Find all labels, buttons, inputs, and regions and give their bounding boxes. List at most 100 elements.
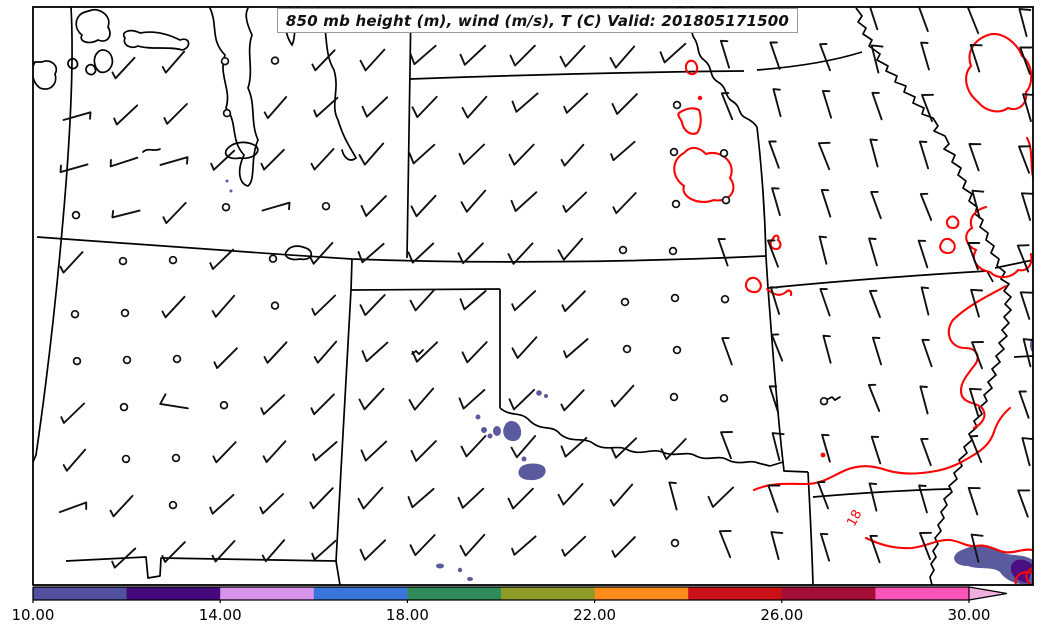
colorbar-tick-label: 14.00 (199, 606, 242, 624)
wind-barb (359, 294, 386, 317)
wind-barb (562, 191, 588, 213)
height-contour-blob-nw (75, 8, 111, 44)
filled-contour-region (487, 433, 493, 439)
calm-wind-circle (669, 392, 679, 402)
wind-barb (262, 440, 287, 463)
wind-barb (1017, 489, 1031, 518)
map-frame (32, 6, 1034, 586)
height-contour-branch (317, 7, 358, 161)
map-layers: 18 (33, 7, 1033, 585)
wind-barb (407, 487, 435, 509)
colorbar-tick-label: 30.00 (948, 606, 991, 624)
wind-barb (919, 531, 932, 561)
wind-barb (458, 143, 486, 165)
wind-barb (461, 95, 488, 119)
red-river-border (499, 407, 771, 467)
wind-barb (966, 7, 980, 35)
wind-barb (459, 290, 487, 311)
calm-wind-circle (268, 254, 278, 263)
wind-barb (1018, 8, 1032, 38)
wind-barb (411, 95, 438, 119)
wind-barb (408, 143, 436, 165)
filled-contour-region (457, 567, 463, 573)
wind-barb (919, 192, 933, 221)
ok-panhandle-south-border (350, 288, 501, 291)
wind-barb (918, 484, 928, 514)
wind-barb (458, 388, 486, 410)
contour-label-18: 18 (844, 508, 865, 530)
wind-barb (460, 189, 487, 213)
mississippi-river-border (855, 7, 1012, 585)
wind-barb (411, 341, 439, 363)
missouri-river-border (690, 7, 758, 128)
tiny-scribble-panhandle (411, 349, 424, 356)
west-border (33, 7, 73, 463)
colorbar-segment (875, 587, 970, 600)
wind-barb (609, 483, 634, 507)
wind-barb (868, 237, 878, 267)
calm-wind-circle (721, 195, 731, 205)
temp-contour-small-o (744, 276, 762, 294)
wind-barb (1019, 46, 1033, 75)
wind-barb (511, 92, 539, 113)
wind-barb (870, 190, 882, 220)
colorbar-outline (32, 586, 969, 601)
wind-barb (260, 148, 285, 171)
wind-barb (510, 191, 538, 212)
wind-barb (359, 539, 387, 561)
calm-wind-circle (670, 538, 680, 548)
wind-barb (817, 141, 831, 171)
wind-barb (410, 440, 437, 462)
wind-barb (311, 294, 337, 316)
calm-wind-circle (671, 199, 681, 209)
wind-barb (360, 440, 388, 462)
height-contour-caterpillar (122, 29, 190, 51)
colorbar-segment (501, 587, 596, 600)
colorbar-tick-label: 26.00 (760, 606, 803, 624)
wind-barb (871, 336, 883, 366)
colorbar-segment (220, 587, 315, 600)
calm-wind-circle (719, 148, 729, 158)
wind-barb (967, 486, 981, 516)
wind-barb (610, 140, 636, 162)
colorbar-segment (313, 587, 408, 600)
wind-barb (820, 188, 832, 218)
wind-barb (557, 237, 584, 261)
filled-contour-region (521, 456, 527, 462)
tiny-scribble-ar (827, 395, 841, 402)
wind-barb (261, 201, 291, 212)
wind-barb (921, 338, 933, 368)
wind-barb (359, 48, 386, 72)
wind-barb (510, 435, 537, 459)
wind-barb (111, 209, 141, 219)
wind-barb (263, 341, 288, 364)
wind-barb (721, 337, 733, 366)
wind-barb (58, 501, 88, 514)
temp-contour-right-edge-arc (1025, 136, 1033, 181)
colorbar: 10.00 14.00 18.00 22.00 26.00 30.00 (12, 586, 1008, 624)
wind-barb (357, 486, 384, 510)
wind-barb (563, 92, 589, 114)
wind-barb (970, 533, 984, 563)
filled-contour-region (544, 394, 548, 398)
ar-west-border (767, 287, 784, 463)
wind-barb (817, 481, 829, 510)
wind-barb (162, 201, 187, 225)
wind-barb (59, 251, 84, 274)
wind-barb (561, 535, 587, 557)
filled-contour-region (493, 426, 501, 436)
wind-barb (509, 44, 536, 67)
height-contour-mid-blob (224, 141, 259, 160)
ar-sw-corner (769, 461, 809, 473)
colorbar-segment (126, 587, 221, 600)
wind-barb (919, 385, 929, 415)
wind-barb (560, 436, 588, 458)
wind-barb (109, 156, 139, 168)
wind-barb (459, 533, 486, 557)
tx-la-border (807, 471, 814, 585)
colorbar-segment (407, 587, 502, 600)
wind-barb (209, 493, 235, 515)
wind-barb (313, 340, 338, 364)
temp-contour-corner-bit1 (1014, 571, 1033, 585)
colorbar-segment (688, 587, 783, 600)
